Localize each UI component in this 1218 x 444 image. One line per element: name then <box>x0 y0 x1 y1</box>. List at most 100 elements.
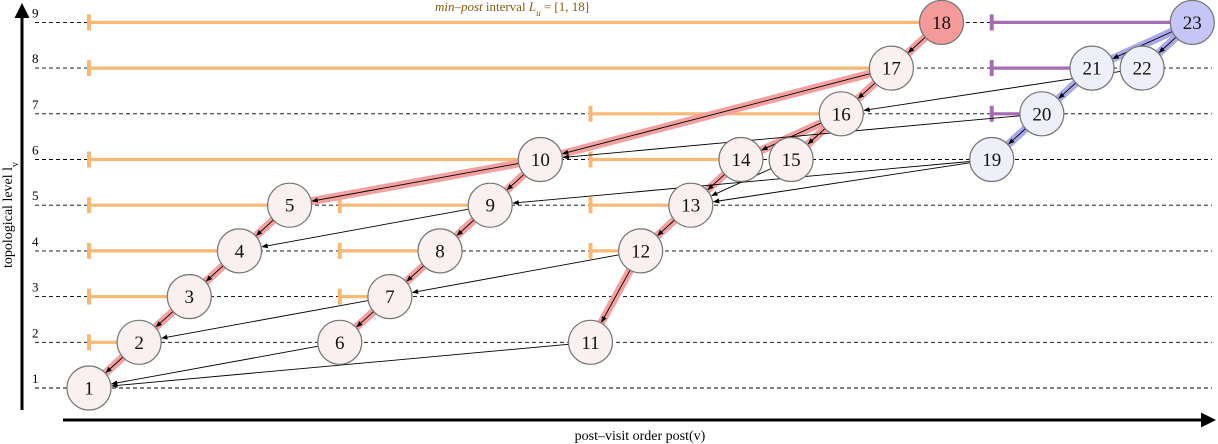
interval-title: min–post interval Lu = [1, 18] <box>435 0 589 18</box>
node-19: 19 <box>969 136 1015 183</box>
level-label-1: 1 <box>32 371 39 386</box>
node-12: 12 <box>618 228 664 274</box>
node-13: 13 <box>668 182 714 228</box>
node-3: 3 <box>166 274 212 320</box>
node-label-17: 17 <box>882 59 901 80</box>
node-label-14: 14 <box>731 150 751 171</box>
level-label-3: 3 <box>32 280 39 295</box>
edges <box>105 31 1177 388</box>
node-circle-20 <box>1019 91 1065 137</box>
edge-17-10 <box>561 73 871 155</box>
edge-10-5 <box>311 163 519 203</box>
node-2: 2 <box>116 319 162 365</box>
node-8: 8 <box>417 228 463 274</box>
level-labels: 1 2 3 4 5 6 7 8 9 <box>32 5 39 386</box>
node-label-4: 4 <box>235 241 245 262</box>
node-circle-5 <box>267 182 313 228</box>
node-label-8: 8 <box>435 241 445 262</box>
node-7: 7 <box>367 274 413 320</box>
edge-14-13 <box>707 173 725 191</box>
node-label-11: 11 <box>581 333 599 354</box>
node-22: 22 <box>1119 45 1165 91</box>
edge-18-17 <box>907 36 926 54</box>
node-9: 9 <box>467 182 513 228</box>
node-label-19: 19 <box>982 150 1001 171</box>
edge-19-13 <box>712 162 971 204</box>
edge-21-20 <box>1058 82 1077 99</box>
edge-6-1 <box>111 345 319 386</box>
node-label-9: 9 <box>485 196 495 217</box>
node-label-23: 23 <box>1183 13 1202 34</box>
node-23: 23 <box>1169 0 1215 45</box>
edge-9-4 <box>261 208 469 249</box>
node-circle-16 <box>818 91 864 137</box>
edge-3-2 <box>155 311 174 328</box>
node-14: 14 <box>718 136 764 183</box>
edge-7-2 <box>161 300 369 340</box>
node-1: 1 <box>66 365 112 411</box>
edge-13-12 <box>657 219 675 236</box>
edge-8-7 <box>406 265 425 282</box>
level-label-6: 6 <box>32 143 39 158</box>
edge-2-1 <box>105 356 124 373</box>
node-17: 17 <box>868 45 915 91</box>
node-label-21: 21 <box>1083 59 1102 80</box>
highlighted-paths <box>102 27 1181 377</box>
node-label-7: 7 <box>385 287 395 308</box>
y-axis-label: topological level lv <box>1 162 21 268</box>
node-label-5: 5 <box>285 196 295 217</box>
node-6: 6 <box>317 319 363 365</box>
node-label-1: 1 <box>84 379 94 400</box>
node-circle-2 <box>116 319 162 365</box>
edge-23-22 <box>1158 36 1177 54</box>
edge-17-16 <box>857 82 876 99</box>
node-label-12: 12 <box>631 241 650 262</box>
edge-4-3 <box>205 265 224 282</box>
node-circle-18 <box>918 0 965 45</box>
node-label-13: 13 <box>681 196 700 217</box>
edge-19-9 <box>512 161 970 206</box>
edge-20-10 <box>562 115 1020 160</box>
edge-7-6 <box>356 311 374 328</box>
node-circle-17 <box>868 45 915 91</box>
node-label-15: 15 <box>782 150 801 171</box>
node-10: 10 <box>517 136 563 183</box>
level-label-8: 8 <box>32 51 39 66</box>
node-4: 4 <box>216 228 263 274</box>
node-16: 16 <box>818 91 864 137</box>
node-circle-14 <box>718 136 764 183</box>
node-label-2: 2 <box>134 333 144 354</box>
node-circle-22 <box>1119 45 1165 91</box>
node-label-3: 3 <box>185 287 195 308</box>
level-label-2: 2 <box>32 325 39 340</box>
edge-23-21 <box>1112 31 1173 59</box>
x-axis-label: post–visit order post(v) <box>575 429 706 444</box>
level-label-9: 9 <box>32 5 39 20</box>
edge-12-7 <box>411 254 620 294</box>
level-label-5: 5 <box>32 188 39 203</box>
node-label-6: 6 <box>335 333 345 354</box>
node-circle-23 <box>1169 0 1215 45</box>
node-18: 18 <box>918 0 965 45</box>
node-circle-11 <box>567 319 614 365</box>
node-label-22: 22 <box>1133 59 1152 80</box>
node-circle-1 <box>66 365 112 411</box>
level-label-4: 4 <box>32 234 39 249</box>
level-label-7: 7 <box>32 97 39 112</box>
edge-9-8 <box>456 219 475 236</box>
node-circle-8 <box>417 228 463 274</box>
edge-11-1 <box>111 343 569 388</box>
node-circle-21 <box>1069 45 1115 91</box>
node-circle-15 <box>768 136 814 183</box>
node-20: 20 <box>1019 91 1065 137</box>
node-circle-3 <box>166 274 212 320</box>
node-circle-12 <box>618 228 664 274</box>
node-circle-4 <box>216 228 263 274</box>
node-circle-6 <box>317 319 363 365</box>
edge-20-19 <box>1008 128 1026 145</box>
node-label-20: 20 <box>1032 104 1051 125</box>
edge-12-11 <box>601 269 631 323</box>
node-circle-19 <box>969 136 1015 183</box>
